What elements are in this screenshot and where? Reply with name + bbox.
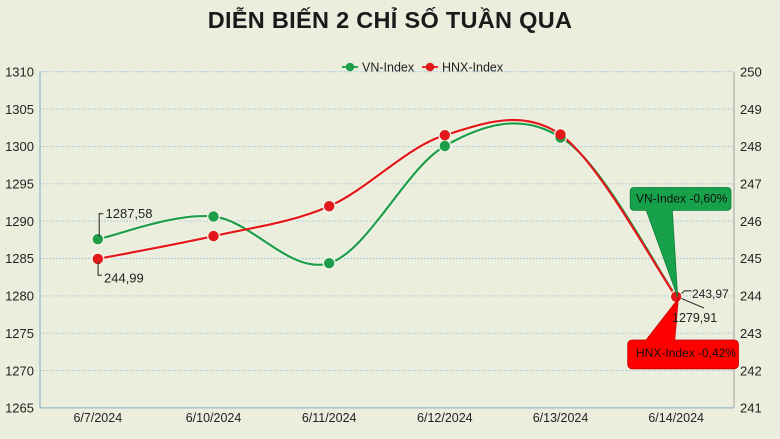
- svg-text:248: 248: [740, 139, 762, 154]
- svg-text:1279,91: 1279,91: [672, 311, 717, 325]
- svg-text:1287,58: 1287,58: [106, 206, 153, 221]
- svg-text:243,97: 243,97: [692, 287, 729, 301]
- svg-text:1300: 1300: [5, 139, 34, 154]
- svg-text:1265: 1265: [5, 401, 34, 416]
- svg-text:246: 246: [740, 214, 762, 229]
- svg-text:HNX-Index: HNX-Index: [442, 61, 504, 75]
- svg-text:244,99: 244,99: [104, 271, 144, 286]
- svg-text:1310: 1310: [5, 65, 34, 80]
- svg-text:6/13/2024: 6/13/2024: [533, 411, 589, 425]
- svg-text:250: 250: [740, 65, 762, 80]
- svg-text:243: 243: [740, 326, 762, 341]
- svg-text:242: 242: [740, 363, 762, 378]
- svg-text:6/7/2024: 6/7/2024: [73, 411, 122, 425]
- svg-text:VN-Index -0,60%: VN-Index -0,60%: [636, 192, 728, 206]
- svg-text:6/14/2024: 6/14/2024: [648, 411, 704, 425]
- svg-text:HNX-Index -0,42%: HNX-Index -0,42%: [636, 346, 736, 360]
- svg-text:241: 241: [740, 401, 762, 416]
- svg-text:6/10/2024: 6/10/2024: [186, 411, 242, 425]
- svg-text:1280: 1280: [5, 289, 34, 304]
- svg-text:249: 249: [740, 102, 762, 117]
- svg-text:1295: 1295: [5, 177, 34, 192]
- svg-text:1290: 1290: [5, 214, 34, 229]
- svg-text:1270: 1270: [5, 363, 34, 378]
- svg-text:6/11/2024: 6/11/2024: [302, 411, 357, 425]
- svg-text:1285: 1285: [5, 251, 34, 266]
- svg-text:247: 247: [740, 177, 762, 192]
- svg-text:244: 244: [740, 289, 762, 304]
- svg-text:1305: 1305: [5, 102, 34, 117]
- svg-text:245: 245: [740, 251, 762, 266]
- svg-text:VN-Index: VN-Index: [362, 61, 415, 75]
- svg-text:6/12/2024: 6/12/2024: [417, 411, 473, 425]
- svg-text:1275: 1275: [5, 326, 34, 341]
